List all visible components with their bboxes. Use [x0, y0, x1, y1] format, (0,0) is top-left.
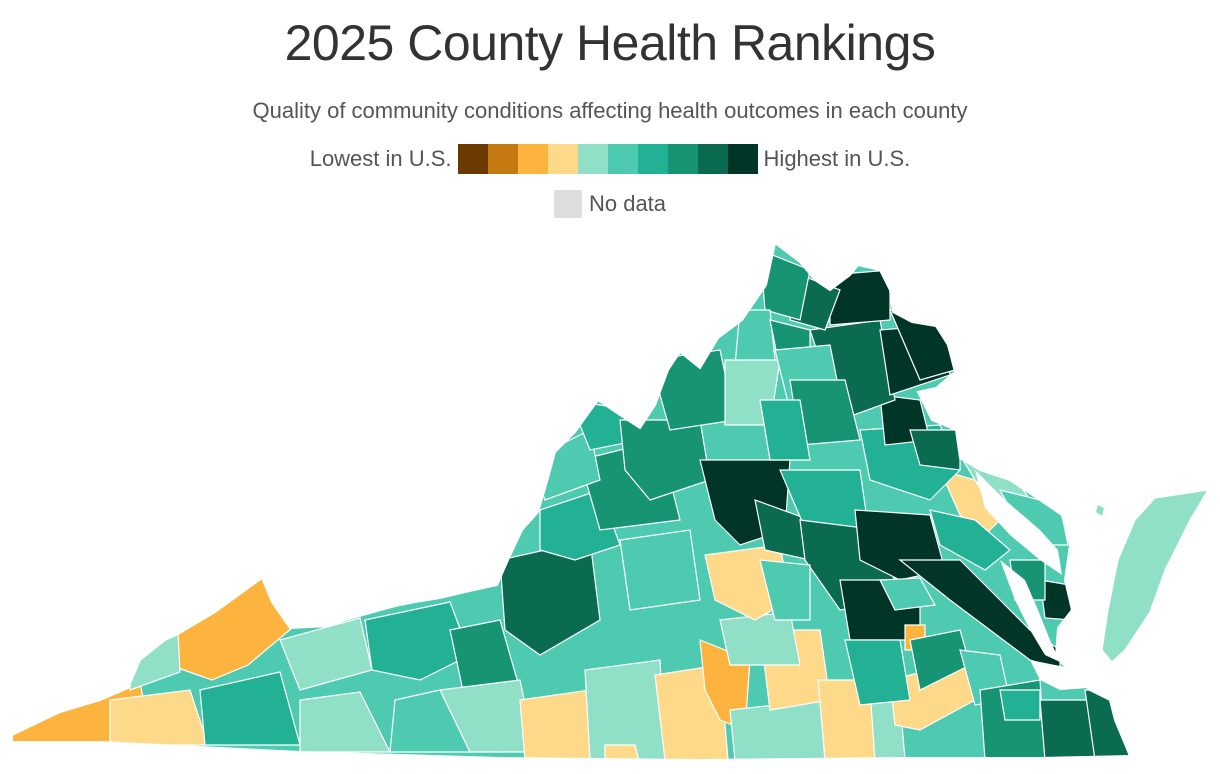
- legend-swatch-6: [607, 144, 638, 174]
- counties-layer: [12, 243, 1130, 760]
- county-shenandoah: [734, 309, 776, 366]
- county-madison: [759, 399, 811, 461]
- county-bland-wythe: [364, 601, 471, 681]
- tangier-island: [1096, 505, 1104, 516]
- legend-swatch-9: [697, 144, 728, 174]
- county-cumberland: [759, 559, 811, 621]
- hampton-roads-water: [1030, 660, 1088, 690]
- county-prince-edward: [719, 611, 801, 666]
- county-scott: [109, 689, 209, 746]
- no-data-legend: No data: [0, 189, 1220, 219]
- legend-swatch-7: [637, 144, 668, 174]
- legend-high-label: Highest in U.S.: [763, 146, 911, 171]
- color-legend: Lowest in U.S. Highest in U.S.: [0, 143, 1220, 175]
- no-data-swatch: [553, 190, 582, 218]
- legend-swatch-8: [667, 144, 698, 174]
- legend-swatch-1: [457, 144, 488, 174]
- city-chesapeake: [1039, 699, 1096, 760]
- county-henry: [519, 689, 596, 760]
- county-king-queen: [929, 509, 1011, 571]
- county-isle-of-wight: [999, 689, 1041, 721]
- county-essex: [938, 469, 1001, 536]
- county-dinwiddie: [844, 639, 911, 706]
- county-pittsylvania: [584, 659, 666, 760]
- county-campbell: [619, 529, 701, 611]
- legend-swatch-5: [577, 144, 608, 174]
- county-loudoun: [829, 269, 891, 326]
- city-danville: [604, 744, 641, 760]
- county-eastern-shore: [1101, 489, 1210, 663]
- legend-swatches: [457, 144, 758, 174]
- no-data-label: No data: [588, 191, 667, 216]
- map-title: 2025 County Health Rankings: [284, 15, 936, 71]
- city-richmond: [879, 577, 936, 611]
- legend-swatch-4: [547, 144, 578, 174]
- york-river: [1000, 560, 1060, 662]
- map-subtitle: Quality of community conditions affectin…: [252, 98, 968, 123]
- rappahannock-river: [975, 470, 1062, 575]
- legend-swatch-3: [517, 144, 548, 174]
- legend-low-label: Lowest in U.S.: [309, 146, 452, 171]
- county-king-george: [909, 429, 961, 471]
- legend-swatch-10: [727, 144, 758, 174]
- legend-swatch-2: [487, 144, 518, 174]
